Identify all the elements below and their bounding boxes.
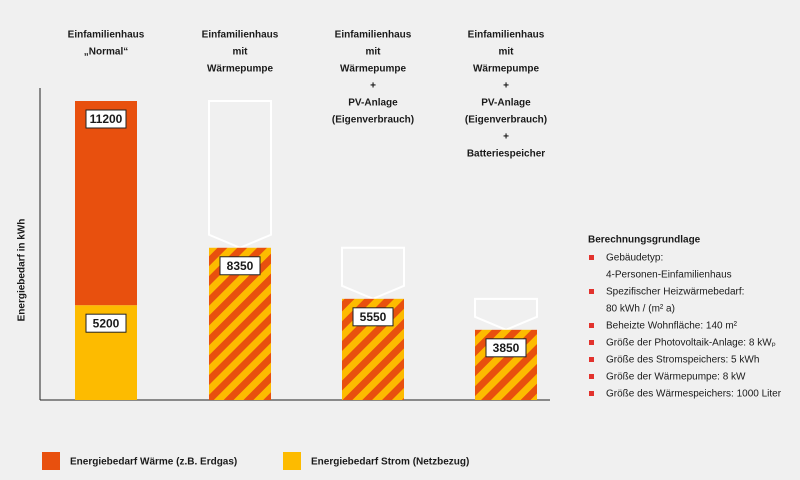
note-text: Größe des Stromspeichers: 5 kWh bbox=[606, 355, 759, 366]
category-label: + bbox=[503, 132, 509, 143]
note-text: Größe der Photovoltaik-Anlage: 8 kWₚ bbox=[606, 338, 776, 349]
category-label: Wärmepumpe bbox=[207, 64, 274, 75]
category-label: PV-Anlage bbox=[481, 98, 531, 109]
note-text: Spezifischer Heizwärmebedarf: bbox=[606, 287, 744, 298]
value-label-box bbox=[485, 338, 527, 358]
note-bullet bbox=[589, 340, 594, 345]
note-text: 4-Personen-Einfamilienhaus bbox=[606, 270, 732, 281]
legend-swatch bbox=[283, 452, 301, 470]
category-label: mit bbox=[233, 47, 249, 58]
category-label: Einfamilienhaus bbox=[335, 30, 412, 41]
y-axis-label: Energiebedarf in kWh bbox=[17, 219, 28, 322]
notes-title: Berechnungsgrundlage bbox=[588, 235, 701, 246]
note-bullet bbox=[589, 323, 594, 328]
value-label-box bbox=[85, 313, 127, 333]
note-bullet bbox=[589, 374, 594, 379]
note-bullet bbox=[589, 391, 594, 396]
category-label: mit bbox=[499, 47, 515, 58]
category-label: + bbox=[503, 81, 509, 92]
note-bullet bbox=[589, 289, 594, 294]
category-label: (Eigenverbrauch) bbox=[332, 115, 414, 126]
value-label: 5550 bbox=[360, 310, 387, 324]
value-label: 3850 bbox=[493, 341, 520, 355]
legend-label: Energiebedarf Wärme (z.B. Erdgas) bbox=[70, 457, 237, 468]
category-label: (Eigenverbrauch) bbox=[465, 115, 547, 126]
note-bullet bbox=[589, 255, 594, 260]
value-label-box bbox=[219, 256, 261, 276]
value-label: 8350 bbox=[227, 259, 254, 273]
note-text: 80 kWh / (m² a) bbox=[606, 304, 675, 315]
category-label: Einfamilienhaus bbox=[202, 30, 279, 41]
legend-label: Energiebedarf Strom (Netzbezug) bbox=[311, 457, 469, 468]
category-label: Batteriespeicher bbox=[467, 149, 545, 160]
category-label: Einfamilienhaus bbox=[68, 30, 145, 41]
category-label: „Normal“ bbox=[84, 47, 128, 58]
savings-outline bbox=[208, 100, 272, 249]
value-label: 11200 bbox=[90, 112, 123, 126]
category-label: mit bbox=[366, 47, 382, 58]
legend-swatch bbox=[42, 452, 60, 470]
value-label: 5200 bbox=[93, 316, 120, 330]
value-label-box bbox=[352, 307, 394, 327]
note-text: Beheizte Wohnfläche: 140 m² bbox=[606, 321, 738, 332]
category-label: Wärmepumpe bbox=[473, 64, 540, 75]
note-bullet bbox=[589, 357, 594, 362]
category-label: Einfamilienhaus bbox=[468, 30, 545, 41]
category-label: + bbox=[370, 81, 376, 92]
savings-outline bbox=[341, 246, 405, 300]
note-text: Größe des Wärmespeichers: 1000 Liter bbox=[606, 389, 782, 400]
note-text: Größe der Wärmepumpe: 8 kW bbox=[606, 372, 746, 383]
category-label: PV-Anlage bbox=[348, 98, 398, 109]
value-label-box bbox=[85, 109, 127, 129]
bar-segment bbox=[75, 101, 137, 306]
category-label: Wärmepumpe bbox=[340, 64, 407, 75]
savings-outline bbox=[474, 297, 538, 331]
note-text: Gebäudetyp: bbox=[606, 253, 663, 264]
